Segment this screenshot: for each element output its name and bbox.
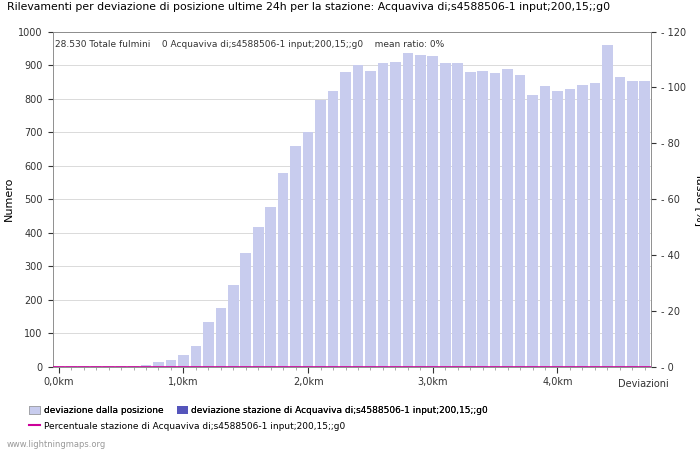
Bar <box>390 63 400 367</box>
Bar <box>415 55 426 367</box>
Bar <box>490 73 500 367</box>
Y-axis label: Numero: Numero <box>4 177 14 221</box>
Bar <box>340 72 351 367</box>
Bar <box>465 72 475 367</box>
Bar <box>365 72 376 367</box>
Bar <box>428 56 438 367</box>
Bar <box>602 45 612 367</box>
Bar <box>190 346 201 367</box>
Bar <box>589 83 600 367</box>
Bar <box>116 366 127 367</box>
Bar <box>514 75 526 367</box>
Legend: Percentuale stazione di Acquaviva di;s4588506-1 input;200,15;;g0: Percentuale stazione di Acquaviva di;s45… <box>25 418 349 434</box>
Bar <box>128 366 139 367</box>
Bar <box>503 69 513 367</box>
Bar <box>228 285 239 367</box>
Bar <box>552 91 563 367</box>
Bar <box>265 207 276 367</box>
Bar <box>203 323 214 367</box>
Bar <box>353 65 363 367</box>
Bar <box>303 132 314 367</box>
Bar <box>141 365 151 367</box>
Bar <box>166 360 176 367</box>
Text: Rilevamenti per deviazione di posizione ultime 24h per la stazione: Acquaviva di: Rilevamenti per deviazione di posizione … <box>7 2 610 12</box>
Y-axis label: Tasso [%]: Tasso [%] <box>695 173 700 225</box>
Bar <box>377 63 388 367</box>
Bar <box>402 53 413 367</box>
Bar <box>253 227 263 367</box>
Text: 28.530 Totale fulmini    0 Acquaviva di;s4588506-1 input;200,15;;g0    mean rati: 28.530 Totale fulmini 0 Acquaviva di;s45… <box>55 40 445 49</box>
Bar <box>278 173 288 367</box>
Text: Deviazioni: Deviazioni <box>617 379 668 389</box>
Bar <box>290 146 301 367</box>
Bar <box>540 86 550 367</box>
Bar <box>328 90 338 367</box>
Bar <box>627 81 638 367</box>
Bar <box>440 63 451 367</box>
Bar <box>178 356 189 367</box>
Bar <box>577 85 588 367</box>
Bar <box>104 366 114 367</box>
Bar <box>527 94 538 367</box>
Bar <box>315 100 326 367</box>
Bar <box>153 362 164 367</box>
Legend: deviazione dalla posizione, deviazione stazione di Acquaviva di;s4588506-1 input: deviazione dalla posizione, deviazione s… <box>25 402 491 418</box>
Bar <box>565 89 575 367</box>
Bar <box>452 63 463 367</box>
Bar <box>477 71 488 367</box>
Bar <box>53 366 64 367</box>
Bar <box>241 253 251 367</box>
Bar <box>640 81 650 367</box>
Bar <box>216 308 226 367</box>
Text: www.lightningmaps.org: www.lightningmaps.org <box>7 440 106 449</box>
Bar <box>615 77 625 367</box>
